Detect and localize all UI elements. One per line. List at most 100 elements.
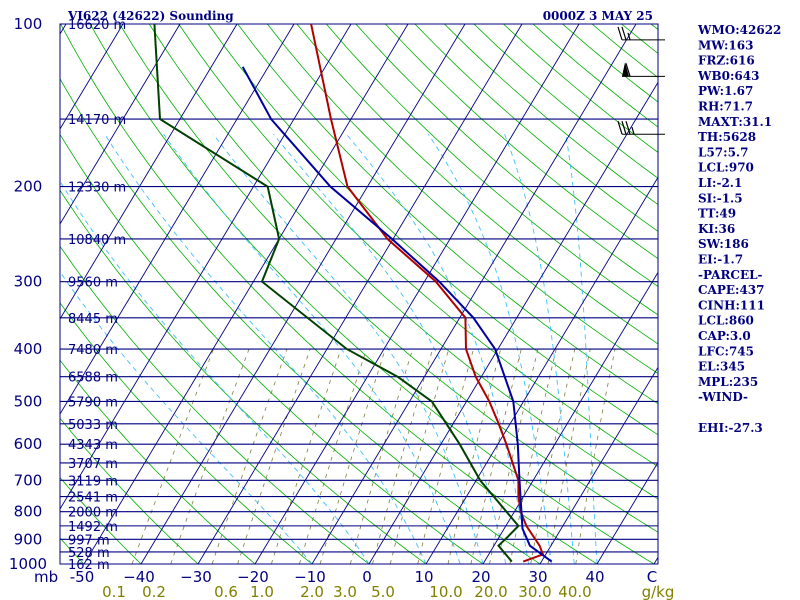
mixing-ratio-label: 0.6 (214, 583, 238, 600)
height-label: 14170 m (68, 113, 126, 128)
mixing-ratio-label: 3.0 (333, 583, 357, 600)
height-label: 2541 m (68, 491, 118, 506)
mixing-ratio-line (170, 348, 250, 564)
moist-adiabat (60, 271, 313, 564)
isotherm (0, 24, 9, 564)
dry-adiabat (591, 24, 658, 78)
isotherm (596, 461, 658, 564)
isotherm (60, 24, 295, 415)
wind-barb-flag (621, 121, 627, 135)
mixing-ratio-line (389, 348, 450, 564)
mixing-ratio-label: 5.0 (371, 583, 395, 600)
pressure-tick-label: 200 (14, 178, 43, 196)
index-line: MW:163 (698, 38, 753, 52)
pressure-tick-label: 700 (14, 471, 43, 489)
height-label: 12330 m (68, 181, 126, 196)
index-line: TH:5628 (698, 130, 756, 144)
temperature-tick-label: C (647, 568, 657, 586)
index-line: KI:36 (698, 222, 735, 236)
height-label: 3707 m (68, 457, 118, 472)
wind-barb-pennant (622, 62, 629, 77)
index-line: CAPE:437 (698, 283, 765, 297)
pressure-unit-label: mb (34, 568, 58, 586)
height-label: 5790 m (68, 395, 118, 410)
index-line: PW:1.67 (698, 84, 753, 98)
pressure-tick-label: 600 (14, 435, 43, 453)
mixing-ratio-label: 10.0 (429, 583, 462, 600)
moist-adiabat (212, 133, 484, 564)
mixing-ratio-line (271, 348, 342, 564)
temperature-tick-label: 0 (362, 568, 372, 586)
dry-adiabat (148, 24, 658, 500)
index-line: -WIND- (698, 390, 748, 404)
index-line: WB0:643 (697, 69, 759, 83)
pressure-tick-label: 100 (14, 15, 43, 33)
wind-barb (617, 26, 665, 41)
dry-adiabat (60, 302, 313, 564)
station-title: VI622 (42622) Sounding (67, 9, 234, 23)
index-line: CAP:3.0 (698, 329, 751, 343)
isotherm (60, 24, 238, 320)
index-line: LI:-2.1 (698, 176, 742, 190)
isotherm (368, 81, 658, 564)
height-label: 10840 m (68, 233, 126, 248)
dry-adiabat (60, 245, 370, 564)
wind-barb-flag (625, 121, 631, 135)
mixing-ratio-label: g/kg (642, 583, 675, 600)
height-label: 7480 m (68, 343, 118, 358)
index-line: LFC:745 (698, 344, 754, 358)
temperature-tick-label: −20 (237, 568, 269, 586)
temperature-tick-label: -50 (70, 568, 95, 586)
wind-barb-flag (617, 121, 623, 135)
isotherm (482, 271, 658, 564)
sounding-time: 0000Z 3 MAY 25 (543, 9, 653, 23)
height-label: 4343 m (68, 438, 118, 453)
isotherm (425, 176, 658, 564)
pressure-tick-label: 900 (14, 530, 43, 548)
height-label: 528 m (68, 546, 110, 561)
height-label: 2000 m (68, 506, 118, 521)
pressure-tick-label: 1000 (9, 555, 47, 573)
index-line: L57:5.7 (698, 145, 748, 159)
pressure-tick-label: 500 (14, 392, 43, 410)
height-label: 16620 m (68, 18, 126, 33)
pressure-tick-label: 400 (14, 340, 43, 358)
profile-line-3 (241, 66, 553, 563)
mixing-ratio-label: 0.1 (102, 583, 126, 600)
height-label: 8445 m (68, 312, 118, 327)
index-line: FRZ:616 (698, 54, 755, 68)
mixing-ratio-line (547, 349, 591, 564)
temperature-tick-label: −30 (180, 568, 212, 586)
profile-line-2 (153, 24, 520, 563)
index-line: EHI:-27.3 (698, 421, 763, 435)
temperature-tick-label: 40 (585, 568, 604, 586)
isotherm (254, 24, 580, 564)
isotherm (197, 24, 523, 564)
temperature-tick-label: −40 (123, 568, 155, 586)
grid-lines (0, 24, 658, 564)
index-line: EL:345 (698, 360, 745, 374)
wind-barb (622, 62, 665, 77)
height-label: 5033 m (68, 418, 118, 433)
isotherm (60, 24, 124, 130)
wind-barb-layer (617, 26, 665, 135)
mixing-ratio-label: 40.0 (558, 583, 591, 600)
wind-barb (617, 121, 665, 135)
temperature-tick-label: 30 (528, 568, 547, 586)
mixing-ratio-label: 30.0 (518, 583, 551, 600)
height-label: 9560 m (68, 276, 118, 291)
pressure-tick-label: 800 (14, 503, 43, 521)
dry-adiabat (60, 189, 427, 564)
moist-adiabat (427, 133, 552, 564)
height-label: 6588 m (68, 371, 118, 386)
plot-frame (59, 23, 659, 565)
temperature-tick-label: −10 (294, 568, 326, 586)
isotherm (60, 24, 181, 225)
mixing-ratio-label: 2.0 (300, 583, 324, 600)
index-line: EI:-1.7 (698, 253, 743, 267)
mixing-ratio-label: 0.2 (142, 583, 166, 600)
